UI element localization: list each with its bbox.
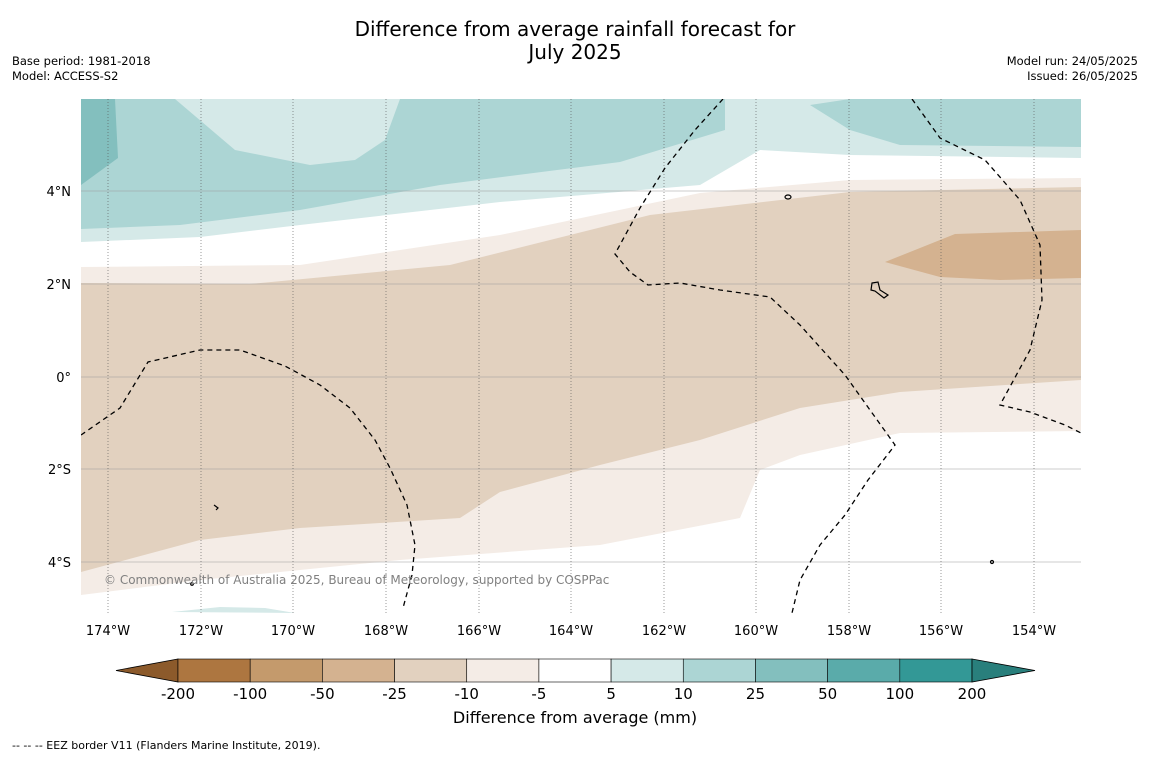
islands [190,194,995,586]
colorbar-tick-label: -50 [310,685,335,703]
region-wet-strong [81,99,118,185]
colorbar-bin [249,658,323,683]
gridlines [81,99,1081,613]
lon-label-168w: 168°W [364,624,408,639]
colorbar-bin [322,658,395,683]
eez-border-central [614,99,896,613]
colorbar-tick-label: 50 [818,685,837,703]
lat-label-2n: 2°N [47,278,72,293]
region-dry-25-50 [885,230,1081,280]
lon-label-166w: 166°W [457,624,501,639]
lon-label-174w: 174°W [86,624,130,639]
lon-label-160w: 160°W [734,624,778,639]
colorbar-tick-label: -10 [454,685,479,703]
lat-labels: 4°N 2°N 0° 2°S 4°S [47,185,72,571]
meta-right: Model run: 24/05/2025 Issued: 26/05/2025 [1007,54,1138,84]
lon-label-162w: 162°W [642,624,686,639]
island-5 [190,582,194,586]
lat-label-2s: 2°S [48,463,71,478]
lon-label-154w: 154°W [1012,624,1056,639]
copyright-text: © Commonwealth of Australia 2025, Bureau… [104,573,609,587]
colorbar-bin [394,658,468,683]
lon-label-158w: 158°W [827,624,871,639]
lon-label-156w: 156°W [919,624,963,639]
meta-left: Base period: 1981-2018 Model: ACCESS-S2 [12,54,151,84]
colorbar: -200 -100 -50 -25 -10 -5 5 10 25 50 100 200 [115,658,1036,703]
island-1 [784,194,792,200]
region-wet-south [172,607,295,613]
colorbar-tick-label: 25 [746,685,765,703]
issued-date: Issued: 26/05/2025 [1027,69,1138,83]
colorbar-bin [466,658,540,683]
colorbar-extend-high [971,658,1036,683]
colorbar-tick-label: -5 [531,685,546,703]
lat-label-4n: 4°N [47,185,72,200]
model-run: Model run: 24/05/2025 [1006,54,1138,68]
lat-label-4s: 4°S [48,556,71,571]
eez-border-east [911,99,1081,434]
lon-label-164w: 164°W [549,624,593,639]
eez-borders [81,99,1081,613]
colorbar-tick-label: 5 [606,685,616,703]
colorbar-bin [682,658,756,683]
region-wet-north [81,99,1081,242]
lon-label-170w: 170°W [271,624,315,639]
island-2 [870,281,890,299]
map-title: Difference from average rainfall forecas… [0,18,1150,64]
colorbar-tick-label: -200 [161,685,195,703]
base-period: Base period: 1981-2018 [12,54,151,68]
lon-labels: 174°W 172°W 170°W 168°W 166°W 164°W 162°… [86,624,1056,639]
colorbar-title: Difference from average (mm) [452,708,698,727]
colorbar-tick-label: 100 [885,685,914,703]
colorbar-bin [755,658,828,683]
island-3 [213,504,219,511]
colorbar-bin [827,658,901,683]
title-line-2: July 2025 [528,40,622,64]
colorbar-tick-label: 10 [674,685,693,703]
map-field [81,99,1081,613]
region-wet-north-inner [81,99,725,229]
eez-legend-note: -- -- -- EEZ border V11 (Flanders Marine… [12,739,321,752]
lat-label-0: 0° [56,371,71,386]
island-4 [989,559,995,565]
region-dry-10-25 [81,187,1081,572]
region-wet-north-east [810,99,1081,147]
eez-border-west [81,349,416,609]
title-line-1: Difference from average rainfall forecas… [354,17,796,41]
colorbar-tick-label: -100 [233,685,267,703]
colorbar-tick-label: 200 [958,685,987,703]
colorbar-bin [538,658,612,683]
colorbar-bin [610,658,684,683]
colorbar-bin [899,658,973,683]
lon-label-172w: 172°W [179,624,223,639]
colorbar-bin [177,658,251,683]
colorbar-extend-low [115,658,179,683]
colorbar-tick-label: -25 [382,685,407,703]
model-name: Model: ACCESS-S2 [12,69,119,83]
